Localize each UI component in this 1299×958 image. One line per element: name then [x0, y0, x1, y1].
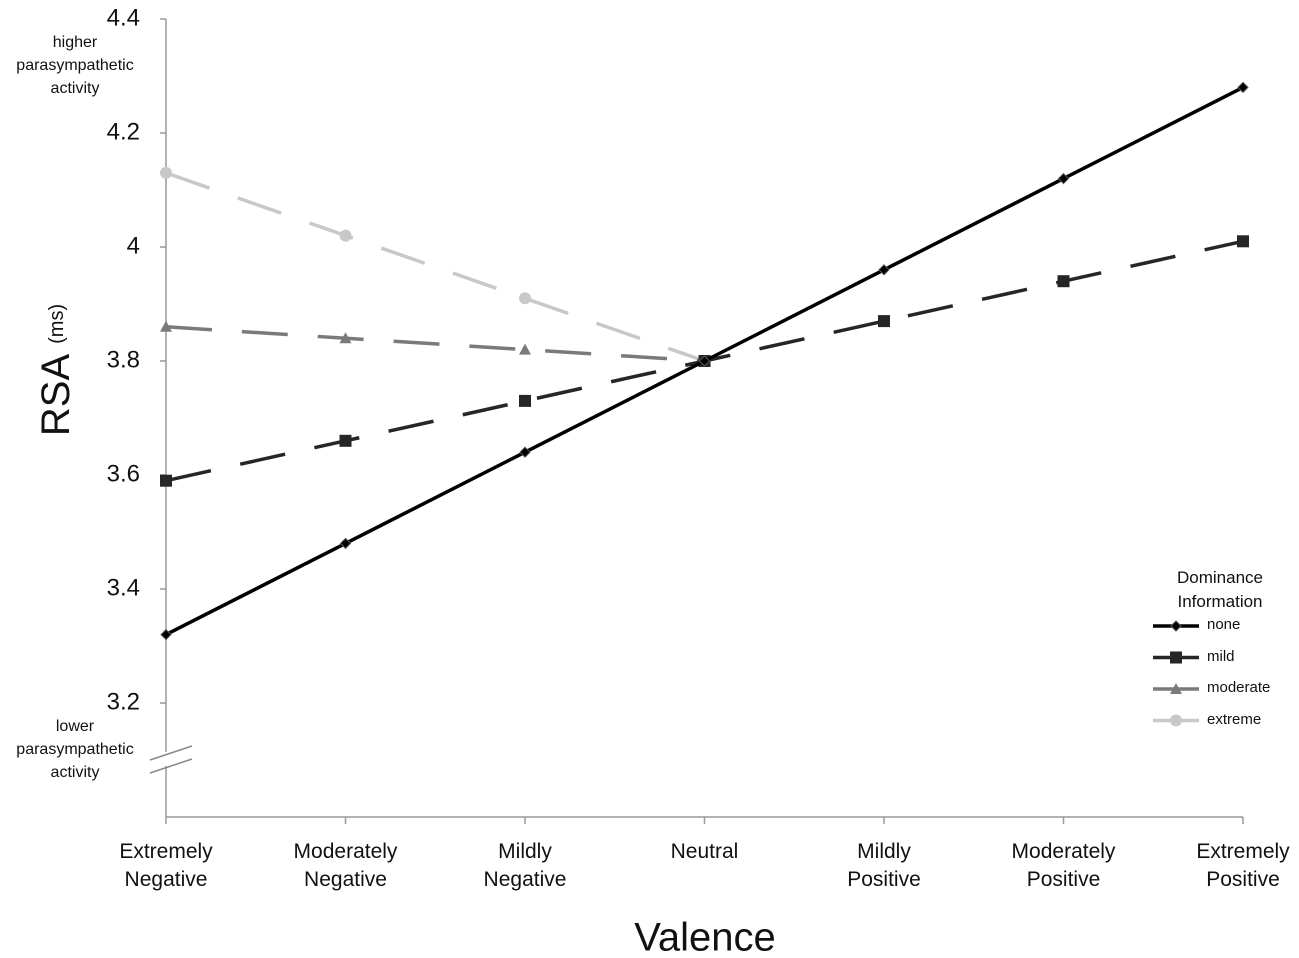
marker: [1057, 172, 1070, 185]
y-tick-label: 4.4: [107, 4, 140, 31]
marker: [519, 446, 531, 458]
marker: [160, 320, 172, 332]
y-tick-label: 3.4: [107, 574, 140, 601]
marker: [698, 355, 711, 367]
marker: [1170, 714, 1182, 727]
marker: [1237, 235, 1249, 248]
marker: [339, 537, 352, 550]
legend-label: none: [1207, 616, 1241, 633]
marker: [1057, 275, 1070, 288]
y-unit: (ms): [46, 304, 68, 344]
y-tick-label: 4: [127, 232, 140, 259]
series: [160, 320, 711, 366]
axis-break-gap: [150, 752, 184, 766]
marker: [519, 292, 531, 305]
marker: [160, 474, 172, 487]
legend-label: moderate: [1207, 679, 1271, 696]
y-tick-label: 3.2: [107, 688, 140, 715]
annotation: higher parasympathetic activity: [16, 34, 134, 97]
marker: [878, 264, 890, 276]
marker: [519, 343, 531, 355]
marker: [339, 332, 352, 344]
marker: [160, 628, 172, 641]
marker: [1170, 651, 1182, 664]
x-tick-label: Extremely Negative: [119, 840, 213, 891]
line: [165, 171, 706, 363]
marker: [1170, 683, 1182, 694]
x-axis-title: Valence: [634, 916, 776, 958]
marker: [339, 229, 352, 242]
annotation: lower parasympathetic activity: [16, 718, 134, 781]
y-tick-label: 4.2: [107, 118, 140, 145]
legend-label: mild: [1207, 647, 1235, 665]
series: [160, 81, 1249, 641]
x-tick-label: Extremely Positive: [1196, 840, 1290, 891]
y-label: RSA: [34, 354, 78, 437]
marker: [1237, 81, 1249, 94]
legend-label: extreme: [1207, 710, 1262, 728]
x-tick-label: Mildly Negative: [483, 840, 567, 891]
x-tick-label: Moderately Negative: [293, 840, 398, 891]
marker: [1170, 620, 1182, 632]
y-axis-title: RSA (ms): [34, 304, 78, 436]
marker: [339, 434, 352, 447]
x-tick-label: Mildly Positive: [847, 840, 921, 891]
y-tick-label: 3.8: [107, 346, 140, 373]
legend-title: Dominance Information: [1177, 568, 1263, 611]
x-tick-label: Neutral: [670, 840, 739, 863]
y-tick-label: 3.6: [107, 460, 140, 487]
line: [165, 325, 705, 363]
x-tick-label: Moderately Positive: [1011, 840, 1116, 891]
series: [160, 166, 711, 367]
axis-break: [149, 745, 193, 761]
marker: [160, 166, 172, 179]
axis-break: [149, 758, 193, 774]
marker: [878, 315, 890, 328]
marker: [519, 394, 531, 407]
